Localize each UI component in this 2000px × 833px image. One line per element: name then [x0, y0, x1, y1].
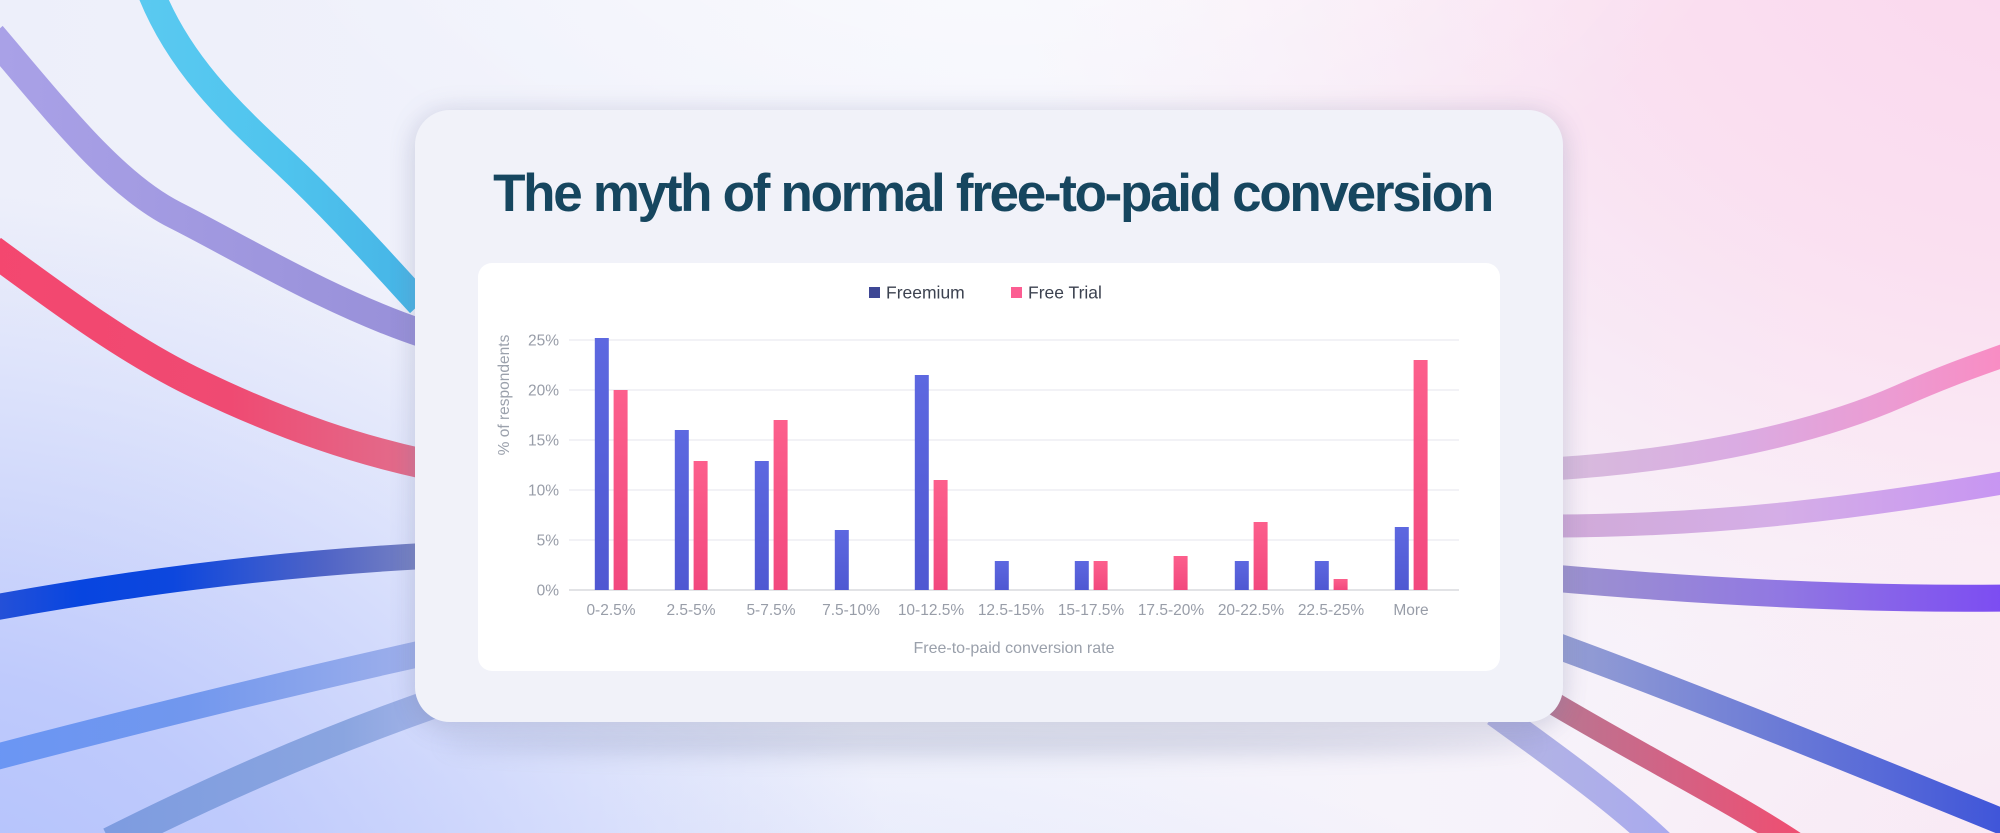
svg-text:15%: 15% — [528, 433, 559, 450]
svg-text:5%: 5% — [537, 533, 560, 550]
svg-text:20-22.5%: 20-22.5% — [1218, 602, 1285, 619]
svg-text:10%: 10% — [528, 483, 559, 500]
svg-text:Free Trial: Free Trial — [1028, 283, 1102, 303]
svg-text:0-2.5%: 0-2.5% — [586, 602, 635, 619]
svg-text:25%: 25% — [528, 333, 559, 350]
svg-text:Freemium: Freemium — [886, 283, 965, 303]
svg-text:7.5-10%: 7.5-10% — [822, 602, 880, 619]
svg-text:More: More — [1393, 602, 1428, 619]
svg-text:10-12.5%: 10-12.5% — [898, 602, 965, 619]
svg-text:% of respondents: % of respondents — [496, 334, 513, 455]
svg-text:15-17.5%: 15-17.5% — [1058, 602, 1125, 619]
svg-text:Free-to-paid conversion rate: Free-to-paid conversion rate — [914, 640, 1115, 657]
svg-text:2.5-5%: 2.5-5% — [666, 602, 715, 619]
svg-text:22.5-25%: 22.5-25% — [1298, 602, 1365, 619]
svg-text:12.5-15%: 12.5-15% — [978, 602, 1045, 619]
svg-text:17.5-20%: 17.5-20% — [1138, 602, 1205, 619]
svg-text:0%: 0% — [537, 583, 560, 600]
svg-text:20%: 20% — [528, 383, 559, 400]
svg-text:5-7.5%: 5-7.5% — [746, 602, 795, 619]
